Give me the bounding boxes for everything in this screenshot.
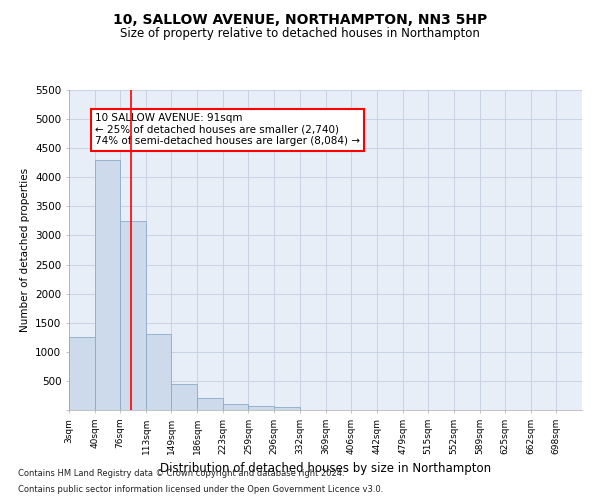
Bar [197, 398, 223, 410]
Bar [274, 407, 299, 410]
Text: 10 SALLOW AVENUE: 91sqm
← 25% of detached houses are smaller (2,740)
74% of semi: 10 SALLOW AVENUE: 91sqm ← 25% of detache… [95, 114, 360, 146]
Bar [248, 406, 274, 410]
Text: Contains HM Land Registry data © Crown copyright and database right 2024.: Contains HM Land Registry data © Crown c… [18, 468, 344, 477]
Y-axis label: Number of detached properties: Number of detached properties [20, 168, 29, 332]
Bar [146, 334, 172, 410]
Bar [69, 338, 95, 410]
Text: Size of property relative to detached houses in Northampton: Size of property relative to detached ho… [120, 28, 480, 40]
X-axis label: Distribution of detached houses by size in Northampton: Distribution of detached houses by size … [160, 462, 491, 475]
Bar [120, 221, 146, 410]
Text: Contains public sector information licensed under the Open Government Licence v3: Contains public sector information licen… [18, 485, 383, 494]
Bar [95, 160, 120, 410]
Bar [223, 404, 248, 410]
Bar [172, 384, 197, 410]
Text: 10, SALLOW AVENUE, NORTHAMPTON, NN3 5HP: 10, SALLOW AVENUE, NORTHAMPTON, NN3 5HP [113, 12, 487, 26]
